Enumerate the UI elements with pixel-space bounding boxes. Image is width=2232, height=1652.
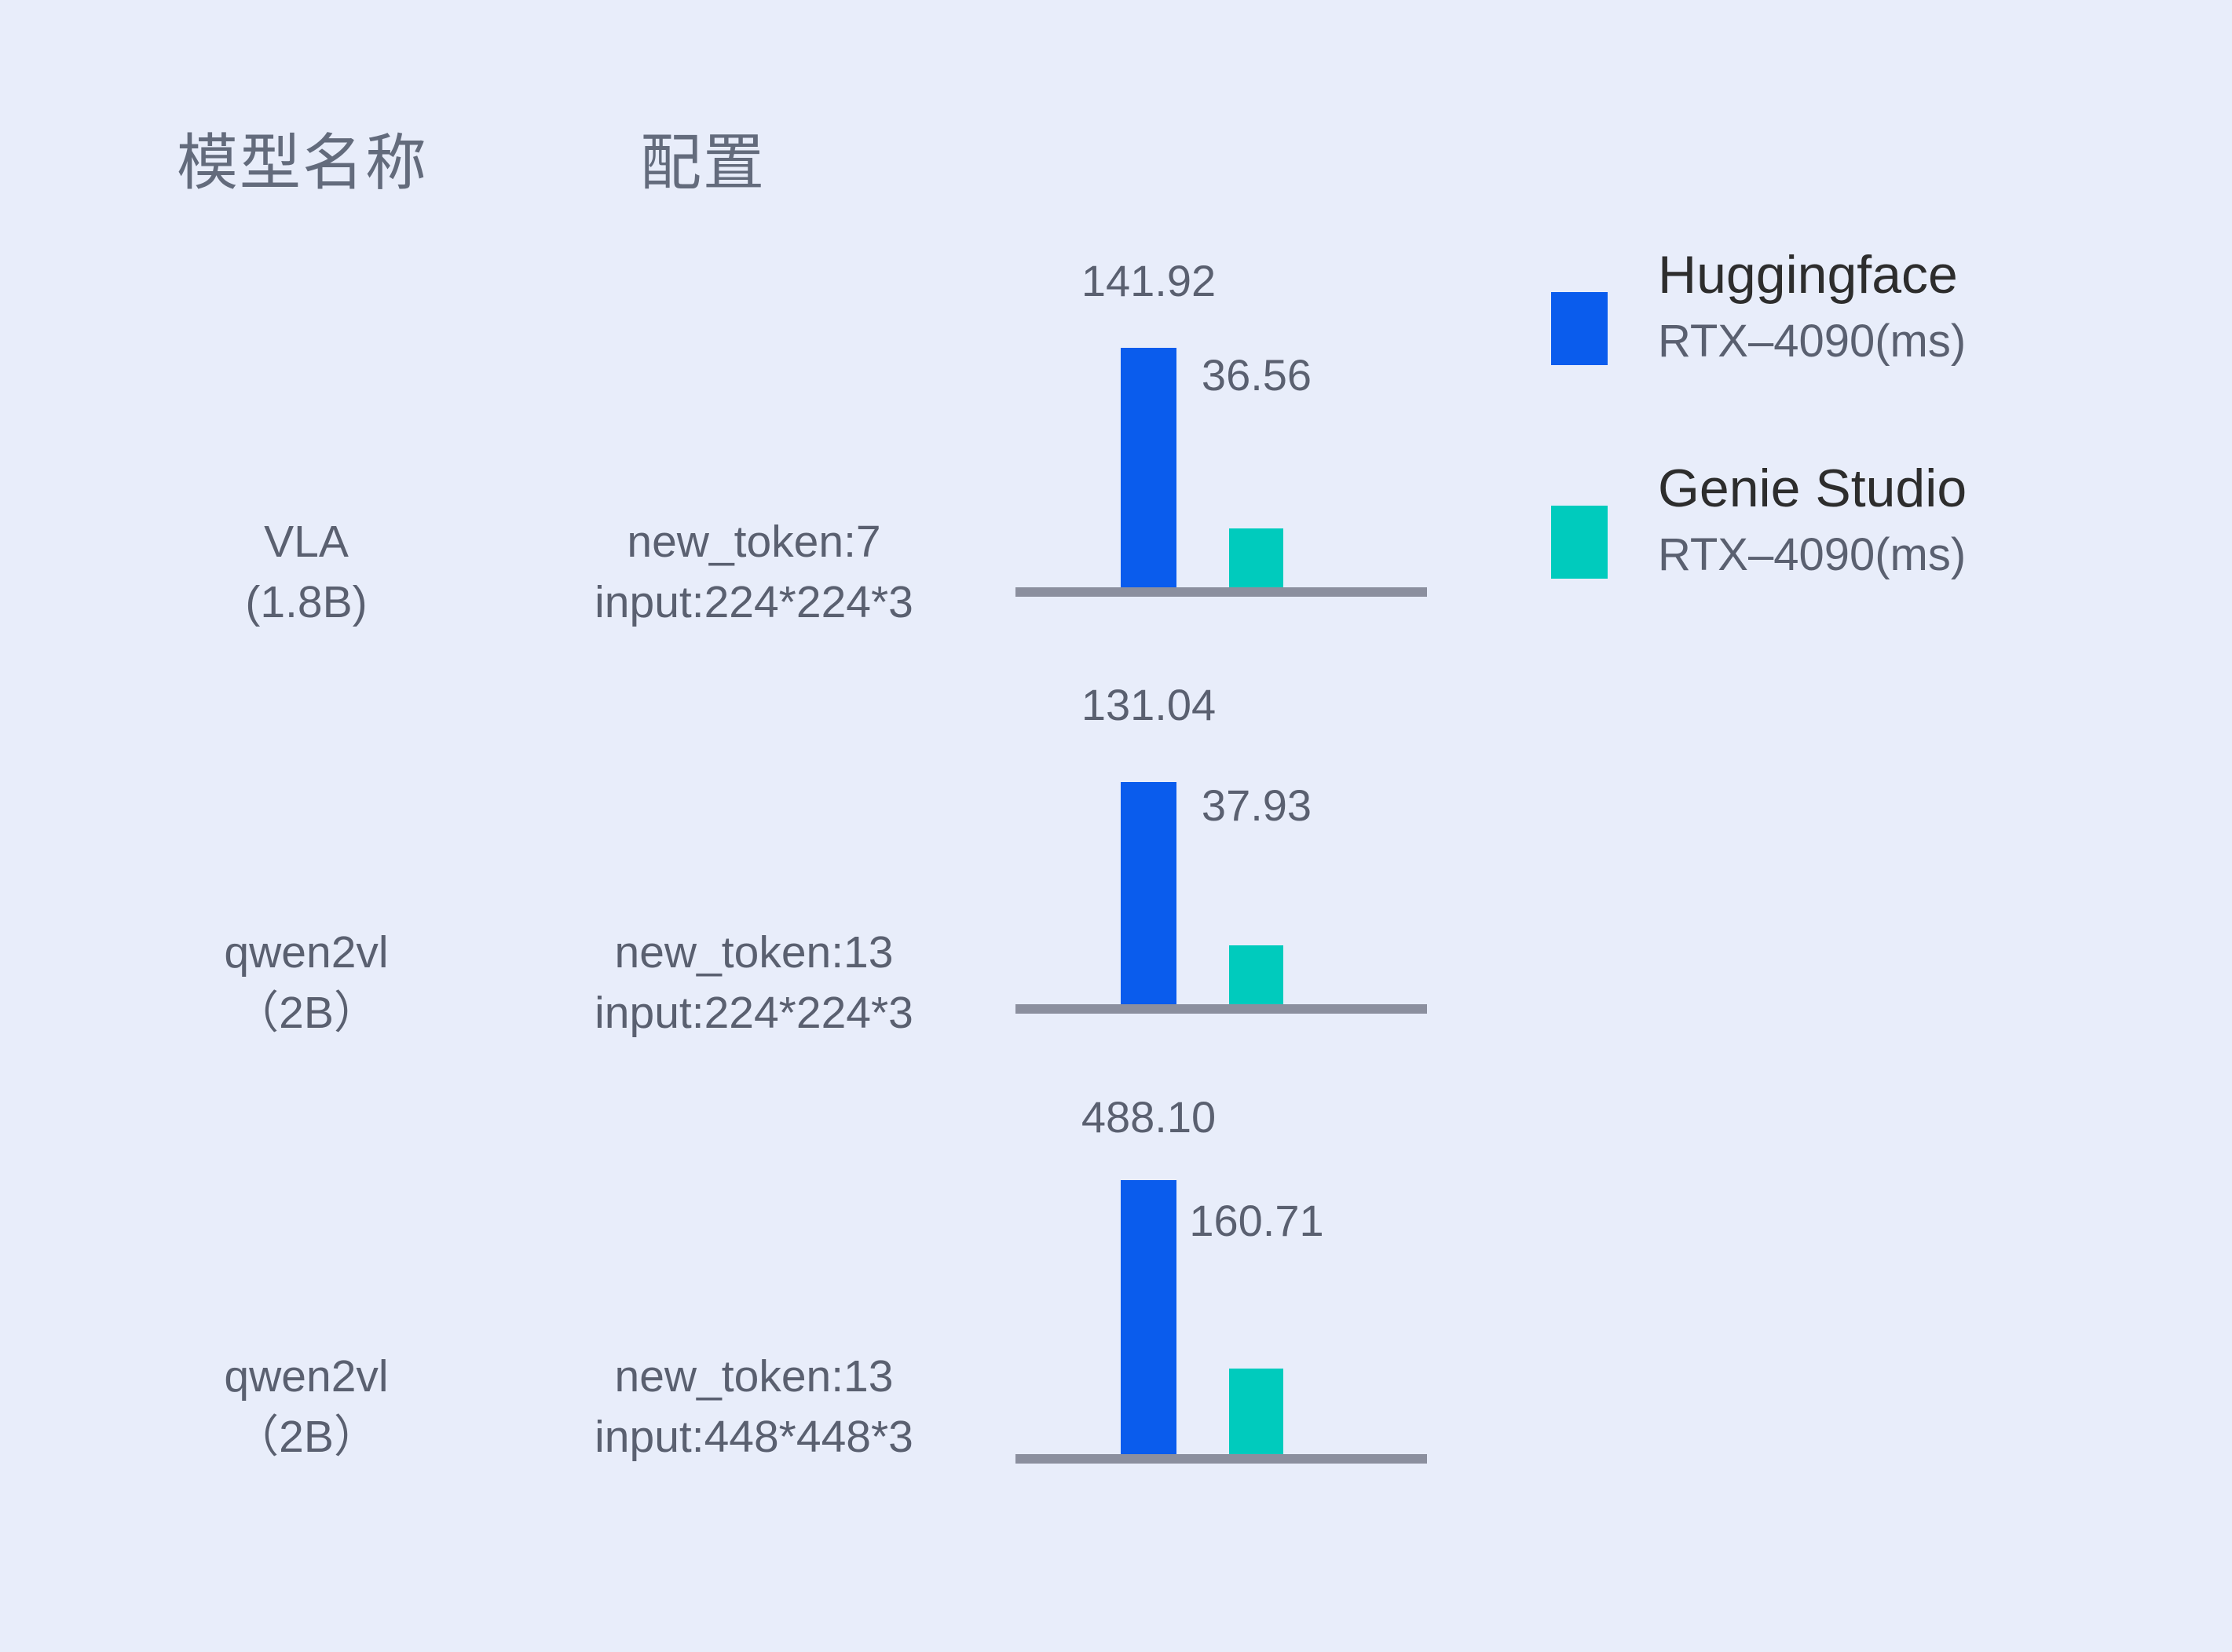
legend-title-genie-studio: Genie Studio (1658, 459, 1967, 518)
row-config-input: input:224*224*3 (595, 576, 913, 627)
legend-swatch-huggingface-icon (1551, 292, 1608, 365)
column-header-config: 配置 (640, 128, 767, 197)
bar-huggingface[interactable] (1121, 348, 1176, 587)
bar-value-huggingface: 141.92 (1081, 256, 1217, 305)
axis-baseline (1015, 1004, 1427, 1014)
legend-swatch-genie-studio-icon (1551, 506, 1608, 579)
column-header-model-name: 模型名称 (177, 128, 429, 197)
bar-value-genie-studio: 37.93 (1201, 780, 1312, 830)
bar-value-huggingface: 488.10 (1081, 1092, 1217, 1142)
legend-text-huggingface: Huggingface RTX–4090(ms) (1658, 243, 2098, 369)
row-config-input: input:224*224*3 (595, 987, 913, 1038)
legend-title-huggingface: Huggingface (1658, 245, 1958, 305)
row-bar-panel: 131.04 37.93 (1015, 683, 1427, 1014)
bar-genie-studio[interactable] (1229, 1369, 1283, 1456)
row-model-size: （2B） (234, 1411, 379, 1462)
row-config-input: input:448*448*3 (595, 1411, 913, 1462)
bar-genie-studio[interactable] (1229, 528, 1283, 587)
row-config-tokens: new_token:7 (627, 517, 881, 567)
row-config-label: new_token:7 input:224*224*3 (495, 512, 1013, 633)
row-model-name: VLA (264, 517, 349, 567)
row-config-tokens: new_token:13 (614, 927, 894, 978)
axis-baseline (1015, 587, 1427, 597)
row-bar-panel: 141.92 36.56 (1015, 259, 1427, 597)
legend-subtitle-genie-studio: RTX–4090(ms) (1658, 529, 1967, 581)
bar-value-genie-studio: 36.56 (1201, 350, 1312, 400)
row-config-label: new_token:13 input:448*448*3 (495, 1347, 1013, 1467)
row-model-size: （2B） (234, 987, 379, 1038)
legend-item-huggingface[interactable]: Huggingface RTX–4090(ms) (1551, 243, 2101, 424)
row-model-name: qwen2vl (224, 1351, 389, 1402)
row-config-tokens: new_token:13 (614, 1351, 894, 1402)
bar-huggingface[interactable] (1121, 782, 1176, 1004)
row-model-name: qwen2vl (224, 927, 389, 978)
row-model-label: qwen2vl （2B） (141, 923, 471, 1043)
bar-value-genie-studio: 160.71 (1189, 1196, 1324, 1245)
legend-item-genie-studio[interactable]: Genie Studio RTX–4090(ms) (1551, 457, 2101, 638)
row-config-label: new_token:13 input:224*224*3 (495, 923, 1013, 1043)
bar-huggingface[interactable] (1121, 1180, 1176, 1464)
bar-value-huggingface: 131.04 (1081, 680, 1217, 729)
row-model-label: qwen2vl （2B） (141, 1347, 471, 1467)
row-model-size: (1.8B) (245, 576, 368, 627)
legend-subtitle-huggingface: RTX–4090(ms) (1658, 316, 1967, 367)
row-model-label: VLA (1.8B) (141, 512, 471, 633)
bar-genie-studio[interactable] (1229, 945, 1283, 1004)
row-bar-panel: 488.10 160.71 (1015, 1095, 1427, 1464)
axis-baseline (1015, 1454, 1427, 1464)
legend-text-genie-studio: Genie Studio RTX–4090(ms) (1658, 457, 2098, 583)
